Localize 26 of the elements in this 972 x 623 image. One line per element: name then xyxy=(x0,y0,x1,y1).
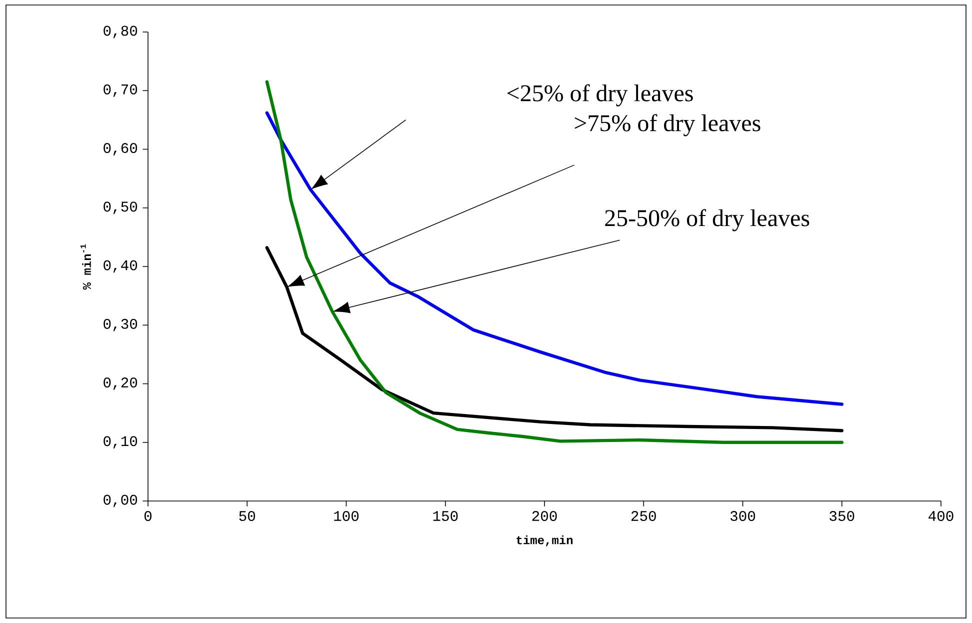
x-tick-label: 100 xyxy=(334,511,359,521)
y-tick-label: 0,40 xyxy=(104,260,138,273)
x-tick-label: 50 xyxy=(239,511,256,521)
annotation: >75% of dry leaves xyxy=(574,114,760,136)
y-tick-label: 0,00 xyxy=(104,494,138,508)
x-tick-label: 250 xyxy=(631,511,656,521)
line-series xyxy=(265,246,844,432)
annotation: 25-50% of dry leaves xyxy=(605,209,810,232)
x-tick-label: 400 xyxy=(928,511,954,521)
line-series xyxy=(265,80,844,444)
annotation: <25% of dry leaves xyxy=(507,84,693,106)
y-tick-label: 0,50 xyxy=(104,202,138,214)
x-tick-label: 300 xyxy=(730,511,756,521)
y-tick-label: 0,60 xyxy=(104,143,138,156)
y-tick-label: 0,80 xyxy=(104,26,138,38)
line-series xyxy=(265,111,844,406)
x-axis-title: time,min xyxy=(516,535,573,546)
y-tick-label: 0,30 xyxy=(104,318,138,332)
x-tick-label: 0 xyxy=(144,511,152,521)
x-tick-label: 200 xyxy=(532,511,557,521)
y-tick-label: 0,70 xyxy=(104,84,138,97)
y-tick-label: 0,10 xyxy=(104,436,138,449)
x-tick-label: 150 xyxy=(433,511,458,521)
y-axis-title: % min$^{-1}$ xyxy=(80,244,91,290)
x-tick-label: 350 xyxy=(830,511,854,521)
y-tick-label: 0,20 xyxy=(104,378,138,390)
